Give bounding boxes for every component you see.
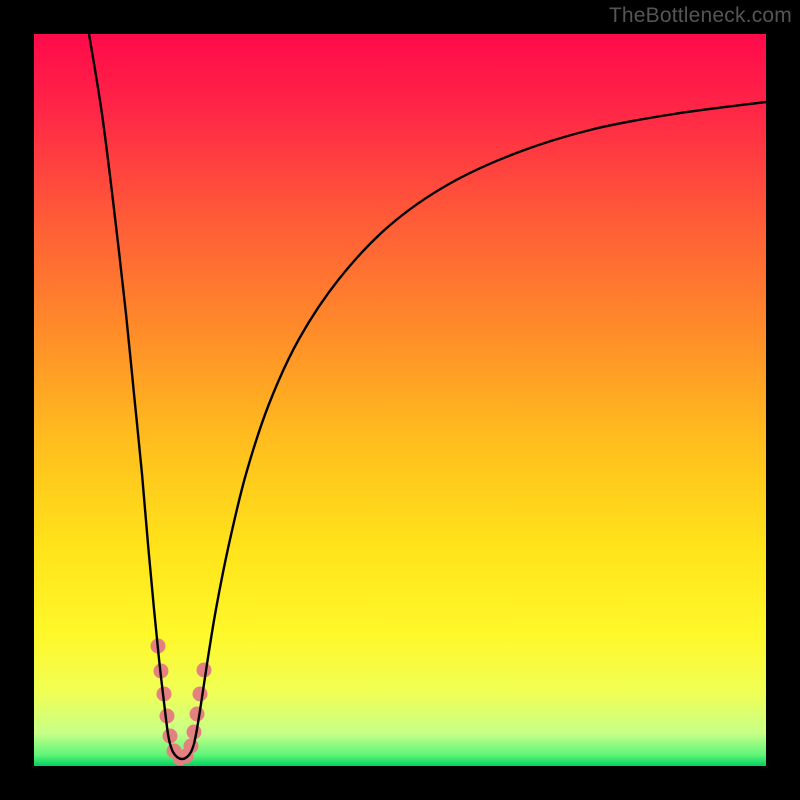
plot-svg <box>34 34 766 766</box>
frame-left <box>0 0 34 800</box>
marker-point <box>187 725 201 739</box>
frame-bottom <box>0 766 800 800</box>
marker-point <box>193 687 207 701</box>
frame-right <box>766 0 800 800</box>
marker-point <box>197 663 211 677</box>
marker-point <box>190 707 204 721</box>
plot-area <box>34 34 766 766</box>
gradient-background <box>34 34 766 766</box>
watermark-text: TheBottleneck.com <box>609 4 792 28</box>
